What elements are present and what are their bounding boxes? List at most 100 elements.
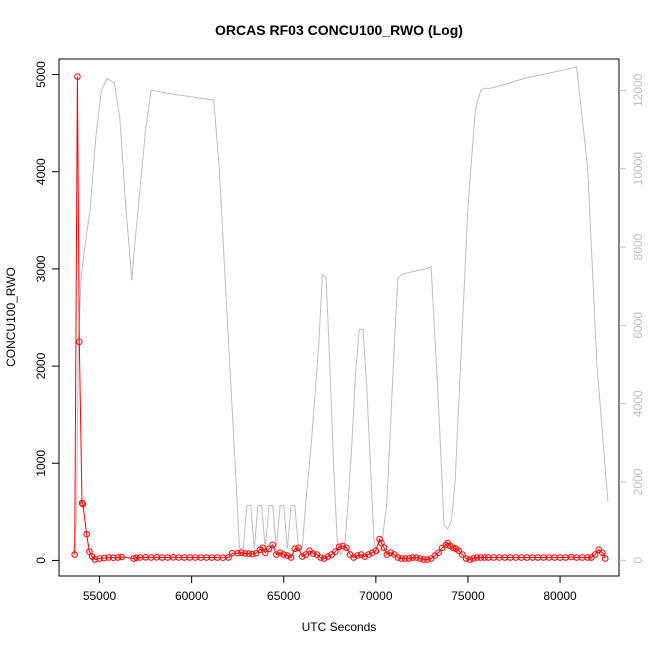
- data-point: [284, 552, 291, 559]
- primary-series-line: [74, 76, 606, 561]
- data-point: [365, 551, 372, 558]
- data-point: [394, 554, 402, 561]
- data-point: [424, 556, 431, 563]
- data-point: [225, 554, 232, 561]
- data-point: [78, 499, 86, 507]
- data-point: [387, 549, 394, 557]
- data-point: [83, 530, 90, 538]
- data-point: [380, 544, 388, 552]
- data-point: [118, 553, 125, 561]
- data-point: [273, 551, 280, 558]
- data-point: [302, 551, 310, 558]
- x-tick-label: 80000: [543, 589, 577, 603]
- data-point: [462, 555, 470, 562]
- data-point: [265, 545, 273, 553]
- y-tick-label: 1000: [34, 450, 48, 477]
- data-point: [481, 554, 488, 561]
- ticks-layer: 55000 60000 65000 70000 75000 80000 0 1000 2000 3…: [34, 61, 645, 603]
- data-point: [383, 551, 391, 558]
- data-point: [343, 544, 350, 552]
- data-point: [291, 545, 299, 553]
- data-point: [295, 544, 302, 552]
- data-point: [599, 549, 606, 557]
- y-right-tick-label: 2000: [631, 468, 645, 495]
- secondary-series-line: [73, 66, 609, 556]
- data-point: [470, 555, 477, 562]
- data-point: [601, 555, 609, 562]
- data-point: [317, 554, 324, 561]
- y-tick-label: 3000: [34, 255, 48, 282]
- data-point: [252, 549, 260, 557]
- data-point: [376, 535, 383, 543]
- x-tick-label: 55000: [83, 589, 117, 603]
- y-axis-label: CONCU100_RWO: [4, 267, 18, 367]
- x-tick-label: 75000: [451, 589, 485, 603]
- y-tick-label: 4000: [34, 158, 48, 185]
- x-axis-label: UTC Seconds: [302, 620, 377, 634]
- data-point: [269, 541, 277, 549]
- data-point: [455, 547, 463, 555]
- data-point: [402, 555, 409, 562]
- data-point: [339, 542, 347, 550]
- data-point: [324, 553, 332, 560]
- data-point: [398, 555, 405, 562]
- x-tick-label: 70000: [359, 589, 393, 603]
- x-tick-label: 65000: [267, 589, 301, 603]
- data-point: [280, 551, 288, 558]
- data-point: [591, 551, 599, 558]
- data-point: [459, 551, 466, 558]
- data-point: [473, 554, 481, 561]
- data-point: [133, 554, 140, 562]
- data-point: [298, 553, 306, 560]
- data-point: [584, 554, 592, 561]
- data-point: [96, 555, 103, 562]
- y-right-tick-label: 0: [631, 557, 645, 564]
- data-point: [368, 549, 376, 557]
- data-point: [435, 549, 442, 557]
- data-point: [259, 544, 266, 552]
- data-point: [91, 556, 99, 563]
- data-point: [130, 555, 137, 562]
- x-tick-label: 60000: [175, 589, 209, 603]
- data-point: [309, 550, 317, 557]
- data-point: [86, 548, 93, 556]
- data-point: [416, 555, 424, 562]
- data-point: [413, 554, 420, 561]
- data-point: [79, 500, 87, 508]
- chart-title: ORCAS RF03 CONCU100_RWO (Log): [215, 22, 463, 38]
- y-right-tick-label: 12000: [631, 73, 645, 107]
- data-point: [378, 539, 385, 547]
- data-point: [466, 556, 474, 563]
- data-point: [335, 543, 343, 551]
- data-point: [321, 555, 328, 562]
- data-point: [100, 554, 108, 562]
- data-point: [350, 554, 358, 561]
- series-layer: [71, 66, 609, 563]
- data-point: [241, 550, 249, 557]
- data-point: [276, 549, 284, 557]
- data-point: [234, 549, 241, 557]
- y-tick-label: 5000: [34, 61, 48, 88]
- data-point: [357, 551, 365, 558]
- data-point: [262, 549, 269, 557]
- data-point: [477, 554, 485, 561]
- data-point: [287, 554, 295, 561]
- data-point: [245, 550, 252, 557]
- data-point: [238, 549, 245, 557]
- data-point: [442, 541, 450, 549]
- data-point: [405, 555, 413, 562]
- data-point: [249, 550, 256, 558]
- data-point: [110, 554, 117, 562]
- plot-frame: [58, 58, 620, 577]
- y-right-tick-label: 8000: [631, 233, 645, 260]
- data-point: [372, 547, 380, 555]
- data-point: [105, 554, 112, 561]
- y-right-tick-label: 10000: [631, 152, 645, 186]
- data-point: [332, 548, 339, 556]
- data-point: [361, 553, 369, 560]
- data-point: [76, 338, 83, 346]
- y-right-tick-label: 6000: [631, 312, 645, 339]
- y-right-tick-label: 4000: [631, 390, 645, 417]
- data-point: [420, 556, 428, 563]
